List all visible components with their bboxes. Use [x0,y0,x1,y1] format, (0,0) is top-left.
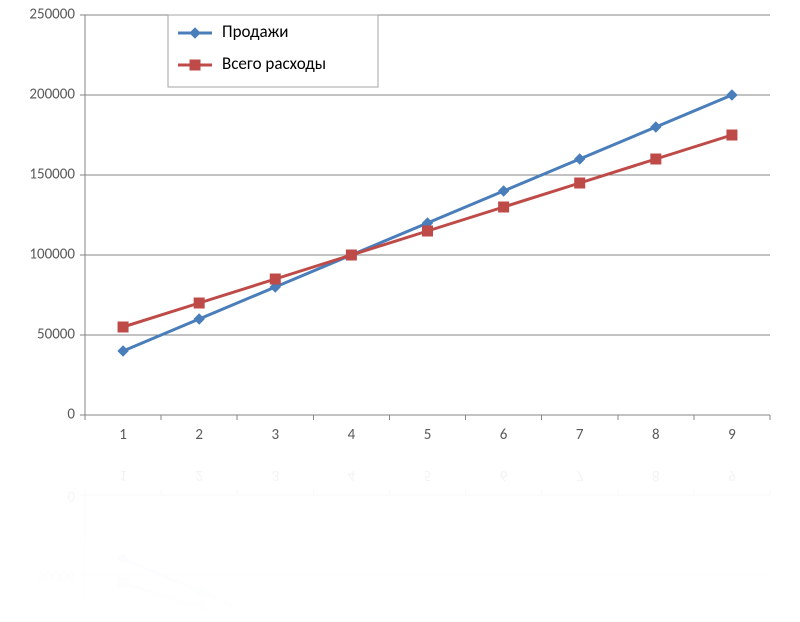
legend-label: Продажи [222,21,288,42]
series-0 [118,90,737,356]
y-tick-label: 50000 [37,326,75,344]
x-tick-label: 1 [119,426,127,444]
x-tick-label: 9 [728,466,736,484]
y-tick-label: 150000 [29,166,75,184]
chart-main: 0 50000 100000 150000 200000 250000 1 2 3 4 5 6 7 8 9 П… [29,6,770,444]
x-tick-label: 7 [576,426,584,444]
x-axis-labels: 1 2 3 4 5 6 7 8 9 [119,466,736,484]
x-tick-label: 4 [348,426,356,444]
x-tick-label: 3 [271,426,279,444]
y-tick-label: 0 [67,406,75,424]
series-0 [118,554,737,617]
x-tick-label: 4 [348,466,356,484]
x-axis-labels: 1 2 3 4 5 6 7 8 9 [119,426,736,444]
legend-label: Всего расходы [222,53,326,74]
y-axis-labels: 050000100000150000200000250000 [29,486,75,617]
y-tick-label: 50000 [37,566,75,584]
y-axis-labels: 0 50000 100000 150000 200000 250000 [29,6,75,424]
y-tick-label: 200000 [29,86,75,104]
x-tick-label: 3 [271,466,279,484]
x-tick-label: 8 [652,426,660,444]
x-tick-label: 5 [424,426,432,444]
x-tick-label: 9 [728,426,736,444]
x-tick-label: 6 [500,426,508,444]
y-tick-label: 0 [67,486,75,504]
line-chart: 050000100000150000200000250000123456789П… [0,0,800,617]
x-tick-label: 7 [576,466,584,484]
legend: Продажи Всего расходы [168,15,378,87]
y-tick-label: 100000 [29,246,75,264]
x-tick-label: 6 [500,466,508,484]
x-tick-label: 8 [652,466,660,484]
y-tick-label: 250000 [29,6,75,24]
x-tick-label: 5 [424,466,432,484]
chart-reflection: 050000100000150000200000250000123456789П… [29,466,770,617]
x-tick-label: 2 [195,426,203,444]
chart-stage: 050000100000150000200000250000123456789П… [0,0,800,617]
x-tick-label: 2 [195,466,203,484]
x-tick-label: 1 [119,466,127,484]
series-1 [118,130,737,332]
